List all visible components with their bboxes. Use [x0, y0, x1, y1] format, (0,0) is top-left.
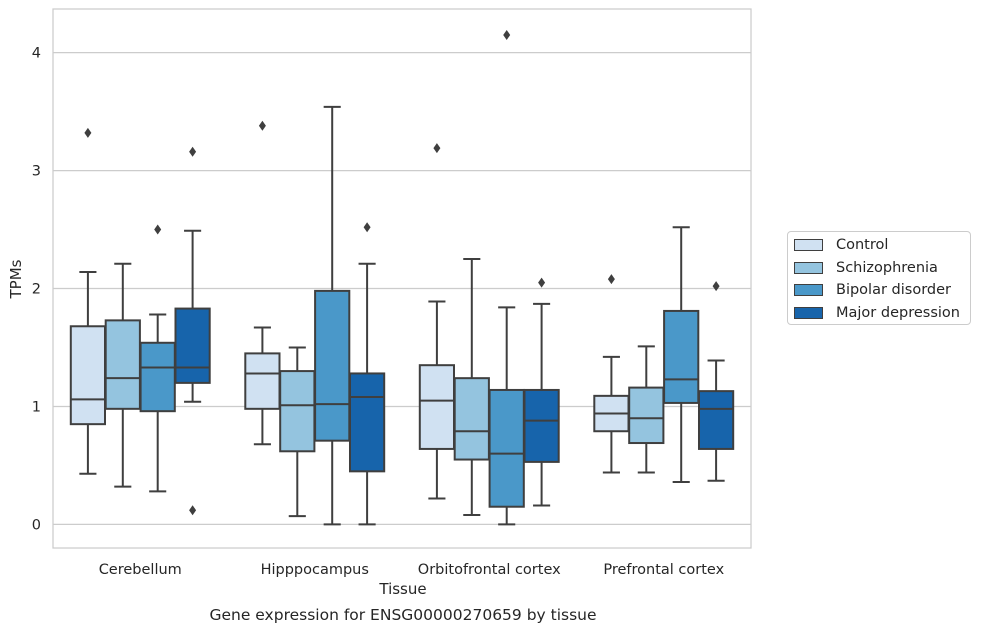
box-body	[453, 377, 490, 461]
outlier-point	[258, 120, 266, 131]
legend-label-bipolar-disorder: Bipolar disorder	[836, 282, 951, 298]
x-tick-labels: Cerebellum Hipppocampus Orbitofrontal cort…	[99, 562, 725, 578]
legend-item-schizophrenia: Schizophrenia	[794, 258, 938, 278]
box-body	[139, 341, 176, 413]
box-cerebellum-schizophrenia	[104, 262, 141, 488]
legend-swatch-bipolar-disorder	[794, 284, 823, 296]
box-body	[104, 319, 141, 410]
box-cerebellum-major-depression	[174, 146, 211, 516]
box-body	[174, 307, 211, 384]
x-tick-label-cerebellum: Cerebellum	[99, 562, 182, 578]
legend-item-major-depression: Major depression	[794, 303, 960, 323]
outlier-point	[154, 224, 162, 235]
box-body	[69, 325, 107, 426]
legend-label-major-depression: Major depression	[836, 305, 960, 321]
outlier-point	[189, 505, 197, 516]
box-body	[418, 364, 456, 450]
box-orbitofrontal-cortex-schizophrenia	[453, 258, 490, 516]
y-tick-label-3: 3	[32, 164, 41, 180]
box-layer	[69, 29, 735, 526]
box-body	[488, 388, 525, 508]
box-orbitofrontal-cortex-major-depression	[523, 277, 560, 507]
box-body	[348, 372, 386, 473]
outlier-point	[712, 281, 720, 292]
box-hipppocampus-bipolar-disorder	[314, 105, 351, 526]
box-body	[663, 309, 700, 404]
box-body	[697, 390, 735, 450]
x-axis-label: Tissue	[379, 580, 427, 598]
y-tick-labels: 0 1 2 3 4	[32, 46, 41, 534]
legend-swatch-schizophrenia	[794, 262, 823, 274]
legend-label-control: Control	[836, 237, 889, 253]
box-hipppocampus-control	[244, 120, 281, 446]
outlier-point	[363, 222, 371, 233]
y-tick-label-2: 2	[32, 282, 41, 298]
box-hipppocampus-major-depression	[348, 222, 386, 526]
box-hipppocampus-schizophrenia	[279, 346, 316, 518]
box-prefrontal-cortex-schizophrenia	[628, 345, 665, 474]
legend-swatch-control	[794, 239, 823, 251]
legend: Control Schizophrenia Bipolar disorder M…	[787, 231, 971, 325]
y-tick-label-1: 1	[32, 399, 41, 415]
legend-item-control: Control	[794, 235, 888, 255]
x-tick-label-orbitofrontal-cortex: Orbitofrontal cortex	[418, 562, 561, 578]
outlier-point	[189, 146, 197, 157]
figure-caption: Gene expression for ENSG00000270659 by t…	[209, 606, 597, 624]
box-body	[244, 352, 281, 410]
outlier-point	[607, 274, 615, 285]
y-axis-label: TPMs	[7, 259, 25, 299]
outlier-point	[433, 143, 441, 154]
box-body	[279, 370, 316, 453]
box-body	[314, 289, 351, 442]
box-prefrontal-cortex-bipolar-disorder	[663, 226, 700, 483]
outlier-point	[84, 127, 92, 138]
box-prefrontal-cortex-control	[593, 274, 630, 474]
box-cerebellum-control	[69, 127, 107, 475]
box-orbitofrontal-cortex-control	[418, 143, 456, 500]
plot-frame	[52, 8, 752, 549]
x-tick-label-prefrontal-cortex: Prefrontal cortex	[603, 562, 724, 578]
box-orbitofrontal-cortex-bipolar-disorder	[488, 29, 525, 526]
box-cerebellum-bipolar-disorder	[139, 224, 176, 493]
box-prefrontal-cortex-major-depression	[697, 281, 735, 482]
legend-item-bipolar-disorder: Bipolar disorder	[794, 280, 951, 300]
y-tick-label-4: 4	[32, 46, 41, 62]
outlier-point	[538, 277, 546, 288]
x-tick-label-hipppocampus: Hipppocampus	[261, 562, 369, 578]
box-body	[628, 386, 665, 445]
legend-label-schizophrenia: Schizophrenia	[836, 260, 938, 276]
box-body	[523, 388, 560, 463]
y-tick-label-0: 0	[32, 517, 41, 533]
outlier-point	[503, 29, 511, 40]
legend-swatch-major-depression	[794, 307, 823, 319]
